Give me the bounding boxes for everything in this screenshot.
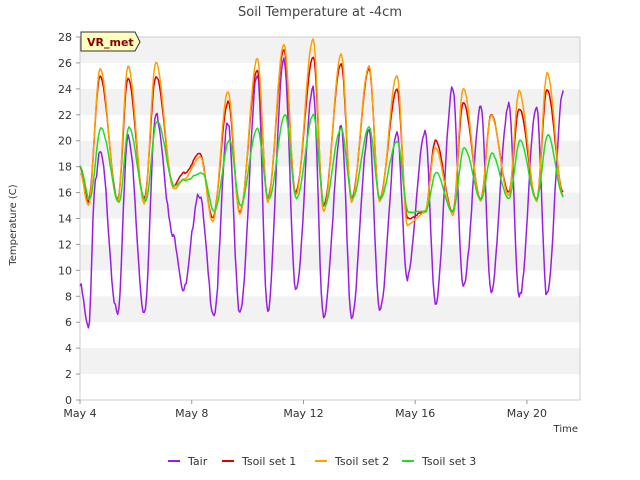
y-tick-label: 4 xyxy=(65,342,72,355)
legend-label: Tsoil set 2 xyxy=(334,455,389,468)
grid-band xyxy=(80,192,580,219)
y-tick-label: 22 xyxy=(58,109,72,122)
legend-label: Tair xyxy=(187,455,208,468)
station-badge-shape xyxy=(80,31,141,52)
grid-band xyxy=(80,296,580,323)
x-tick-label: May 12 xyxy=(283,407,323,420)
y-tick-label: 26 xyxy=(58,57,72,70)
y-tick-label: 6 xyxy=(65,316,72,329)
series-line-tsoil-set-3 xyxy=(79,113,564,214)
y-tick-label: 16 xyxy=(58,187,72,200)
grid-band xyxy=(80,348,580,375)
legend: Tair Tsoil set 1 Tsoil set 2 Tsoil set 3 xyxy=(168,455,476,468)
x-axis: May 4 May 8 May 12 May 16 May 20 xyxy=(63,400,547,420)
station-badge: VR_met xyxy=(80,31,141,52)
legend-label: Tsoil set 3 xyxy=(421,455,476,468)
y-tick-label: 18 xyxy=(58,161,72,174)
y-tick-label: 20 xyxy=(58,135,72,148)
series-lines xyxy=(79,38,564,329)
y-tick-label: 2 xyxy=(65,368,72,381)
grid-band xyxy=(80,37,580,63)
x-tick-label: May 20 xyxy=(507,407,547,420)
y-tick-label: 10 xyxy=(58,264,72,277)
legend-label: Tsoil set 1 xyxy=(241,455,296,468)
x-axis-label: Time xyxy=(553,424,578,435)
y-axis-label: Temperature (C) xyxy=(8,184,19,266)
grid-band xyxy=(80,88,580,115)
y-tick-label: 14 xyxy=(58,213,72,226)
x-tick-label: May 16 xyxy=(395,407,435,420)
y-tick-label: 8 xyxy=(65,290,72,303)
y-tick-label: 24 xyxy=(58,83,72,96)
x-tick-label: May 4 xyxy=(63,407,96,420)
y-tick-label: 12 xyxy=(58,238,72,251)
y-tick-label: 0 xyxy=(65,394,72,407)
x-tick-label: May 8 xyxy=(175,407,208,420)
chart-title: Soil Temperature at -4cm xyxy=(238,5,402,20)
y-tick-label: 28 xyxy=(58,31,72,44)
plot-background xyxy=(80,37,580,400)
station-badge-label: VR_met xyxy=(87,36,134,49)
series-line-tair xyxy=(79,57,564,329)
